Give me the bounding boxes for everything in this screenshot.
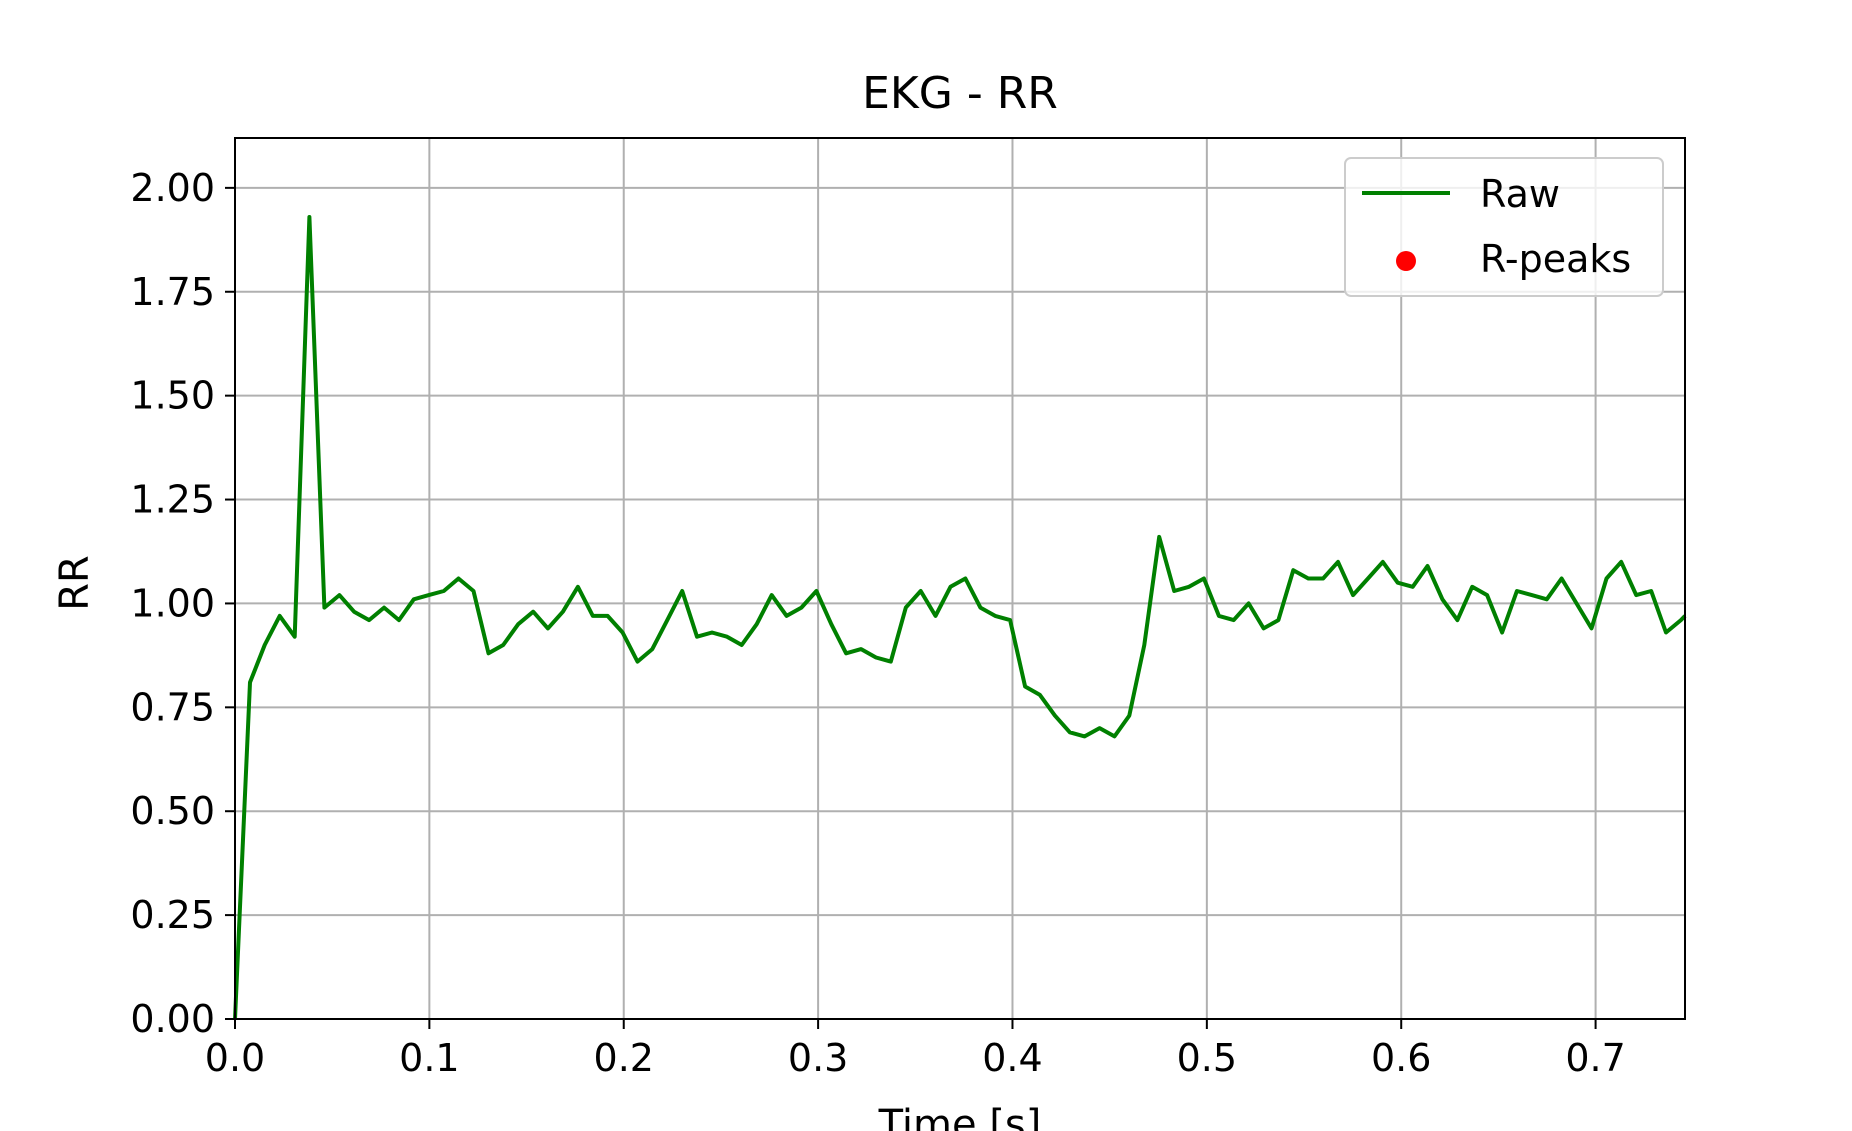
y-tick-label: 0.50 xyxy=(130,789,215,833)
y-tick-label: 0.25 xyxy=(130,893,215,937)
y-tick-label: 1.00 xyxy=(130,581,215,625)
x-tick-label: 0.7 xyxy=(1565,1036,1625,1080)
axis-ticks: 0.0 0.1 0.2 0.3 0.4 0.5 0.6 0.7 0.00 0.25 0.50 0.75… xyxy=(130,166,1625,1080)
x-axis-label: Time [s] xyxy=(878,1102,1042,1131)
y-tick-label: 1.50 xyxy=(130,374,215,418)
chart-title: EKG - RR xyxy=(862,68,1058,119)
y-tick-label: 1.25 xyxy=(130,478,215,522)
y-tick-label: 0.00 xyxy=(130,997,215,1041)
y-tick-label: 2.00 xyxy=(130,166,215,210)
y-tick-label: 1.75 xyxy=(130,270,215,314)
legend: Raw R-peaks xyxy=(1344,157,1664,297)
y-axis-label: RR xyxy=(52,555,98,611)
x-tick-label: 0.4 xyxy=(982,1036,1042,1080)
raw-series-line xyxy=(233,215,1687,1020)
x-tick-label: 0.0 xyxy=(205,1036,265,1080)
axes-frame xyxy=(234,137,1686,1020)
x-tick-label: 0.3 xyxy=(788,1036,848,1080)
x-tick-label: 0.2 xyxy=(594,1036,654,1080)
legend-rpeaks-label: R-peaks xyxy=(1480,237,1631,281)
plot-area xyxy=(233,215,1687,1020)
y-tick-label: 0.75 xyxy=(130,685,215,729)
legend-rpeaks-marker xyxy=(1396,251,1416,271)
legend-raw-label: Raw xyxy=(1480,172,1560,216)
x-tick-label: 0.5 xyxy=(1177,1036,1237,1080)
x-tick-label: 0.6 xyxy=(1371,1036,1431,1080)
x-tick-label: 0.1 xyxy=(399,1036,459,1080)
